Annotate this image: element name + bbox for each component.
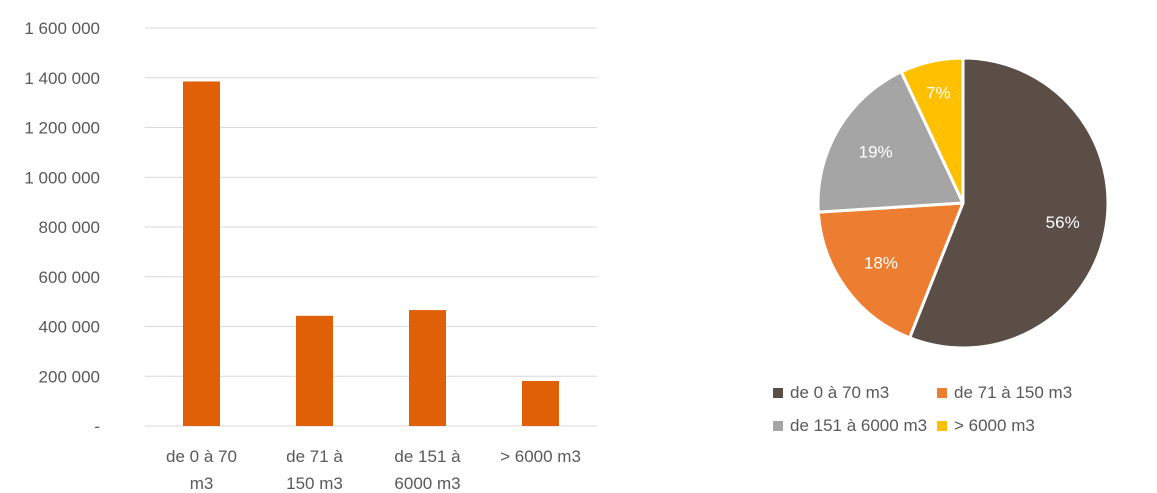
x-tick-label: > 6000 m3 bbox=[500, 447, 581, 466]
bar bbox=[183, 81, 220, 426]
pie-slice-label: 56% bbox=[1046, 213, 1080, 232]
pie-slice bbox=[908, 56, 1110, 350]
y-tick-label: 1 200 000 bbox=[24, 119, 100, 138]
y-tick-label: 1 400 000 bbox=[24, 69, 100, 88]
legend-label: de 0 à 70 m3 bbox=[790, 383, 889, 402]
bar-series bbox=[183, 81, 559, 426]
x-tick-label: 6000 m3 bbox=[394, 474, 460, 493]
bar-x-axis: de 0 à 70 m3 de 71 à 150 m3 de 151 à 6000 m3 >… bbox=[166, 447, 581, 493]
legend-label: > 6000 m3 bbox=[954, 416, 1035, 435]
legend-swatch bbox=[773, 388, 783, 398]
legend-swatch bbox=[773, 421, 783, 431]
y-tick-label: 1 600 000 bbox=[24, 19, 100, 38]
pie-slice-label: 19% bbox=[859, 142, 893, 161]
pie-slice-label: 18% bbox=[864, 254, 898, 273]
y-tick-label: - bbox=[94, 417, 100, 436]
x-tick-label: de 71 à bbox=[286, 447, 343, 466]
bar-gridlines bbox=[145, 27, 597, 427]
pie-slice-labels: 56% 18% 19% 7% bbox=[859, 84, 1080, 273]
bar-y-axis: - 200 000 400 000 600 000 800 000 1 000 000 1 … bbox=[24, 19, 100, 436]
x-tick-label: 150 m3 bbox=[286, 474, 343, 493]
y-tick-label: 600 000 bbox=[39, 268, 100, 287]
legend-label: de 71 à 150 m3 bbox=[954, 383, 1072, 402]
pie-slices bbox=[816, 56, 1110, 350]
legend-swatch bbox=[937, 421, 947, 431]
pie-slice bbox=[899, 56, 965, 205]
legend-label: de 151 à 6000 m3 bbox=[790, 416, 927, 435]
pie-legend: de 0 à 70 m3 de 71 à 150 m3 de 151 à 6000 … bbox=[773, 383, 1072, 435]
bar bbox=[522, 380, 559, 426]
pie-slice-label: 7% bbox=[926, 84, 951, 103]
legend-swatch bbox=[937, 388, 947, 398]
pie-slice bbox=[816, 201, 965, 340]
bar-chart: - 200 000 400 000 600 000 800 000 1 000 000 1 … bbox=[24, 19, 597, 493]
bar bbox=[409, 310, 446, 426]
y-tick-label: 1 000 000 bbox=[24, 168, 100, 187]
x-tick-label: m3 bbox=[190, 474, 214, 493]
pie-chart: 56%18%19%7% de 0 à 70 m3 de 71 à 150 m3de… bbox=[773, 56, 1110, 435]
bar bbox=[296, 315, 333, 426]
pie-slice bbox=[816, 70, 965, 214]
y-tick-label: 400 000 bbox=[39, 318, 100, 337]
y-tick-label: 200 000 bbox=[39, 367, 100, 386]
x-tick-label: de 0 à 70 bbox=[166, 447, 237, 466]
x-tick-label: de 151 à bbox=[394, 447, 461, 466]
y-tick-label: 800 000 bbox=[39, 218, 100, 237]
